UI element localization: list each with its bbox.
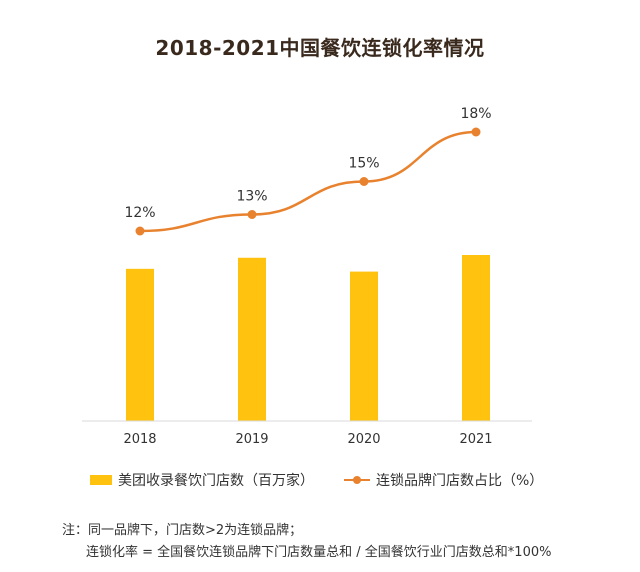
legend: 美团收录餐饮门店数（百万家） 连锁品牌门店数占比（%） [90, 470, 573, 490]
x-tick-label: 2020 [347, 432, 380, 447]
footnote-formula: 连锁化率 = 全国餐饮连锁品牌下门店数量总和 / 全国餐饮行业门店数总和*100… [86, 545, 552, 560]
line-series [139, 130, 477, 233]
x-tick-label: 2021 [459, 432, 492, 447]
chart-plot: 2018 2019 2020 2021 12% 13% 15% 18% [82, 106, 532, 447]
legend-bar-label: 美团收录餐饮门店数（百万家） [118, 473, 314, 489]
x-tick-label: 2019 [235, 432, 268, 447]
line-data-label: 18% [460, 106, 491, 122]
bar-2020 [350, 271, 378, 421]
legend-bar-swatch [90, 475, 112, 485]
footnotes: 注：同一品牌下，门店数>2为连锁品牌； 连锁化率 = 全国餐饮连锁品牌下门店数量… [62, 520, 551, 564]
bar-2021 [462, 255, 490, 421]
legend-line-label: 连锁品牌门店数占比（%） [376, 473, 544, 489]
chart-title: 2018-2021中国餐饮连锁化率情况 [155, 36, 485, 60]
line-point-2019 [247, 210, 257, 219]
line-data-label: 12% [124, 205, 155, 221]
line-data-label: 15% [348, 156, 379, 172]
footnote-definition: 注：同一品牌下，门店数>2为连锁品牌； [62, 523, 303, 538]
line-data-label: 13% [236, 189, 267, 205]
legend-item-bars: 美团收录餐饮门店数（百万家） [90, 470, 314, 490]
line-point-2020 [359, 177, 369, 186]
legend-item-line: 连锁品牌门店数占比（%） [344, 470, 543, 490]
line-point-2018 [135, 226, 145, 236]
line-point-2021 [471, 127, 481, 137]
bar-2018 [126, 268, 154, 421]
bar-2019 [238, 257, 266, 421]
x-tick-label: 2018 [123, 432, 156, 447]
legend-line-swatch [344, 474, 370, 486]
